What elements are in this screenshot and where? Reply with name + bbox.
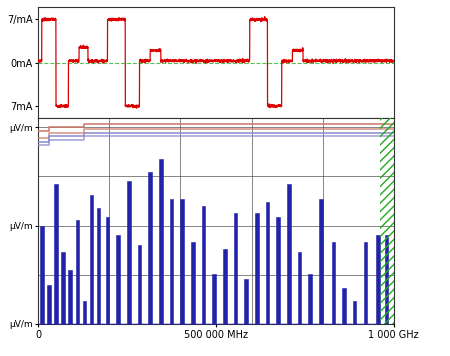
Bar — [68, 270, 72, 324]
Bar — [255, 213, 259, 324]
Bar — [90, 195, 93, 324]
Bar — [287, 184, 291, 324]
Bar — [379, 118, 394, 324]
Bar — [298, 252, 302, 324]
Bar — [212, 274, 216, 324]
Bar — [353, 301, 356, 324]
Bar — [244, 279, 248, 324]
Bar — [234, 213, 237, 324]
Bar — [159, 159, 163, 324]
Bar — [376, 235, 379, 324]
Bar — [332, 242, 335, 324]
Bar — [276, 217, 280, 324]
Bar — [202, 206, 205, 324]
Bar — [97, 208, 100, 324]
Bar — [308, 274, 312, 324]
Bar — [180, 199, 184, 324]
Bar — [191, 242, 195, 324]
Bar — [40, 226, 44, 324]
Bar — [127, 181, 130, 324]
Text: 100 ns: 100 ns — [359, 138, 394, 148]
Bar — [83, 301, 86, 324]
Bar — [364, 242, 367, 324]
Bar — [76, 220, 79, 324]
Bar — [319, 199, 323, 324]
Bar — [342, 288, 346, 324]
Bar — [266, 202, 269, 324]
Bar — [61, 252, 65, 324]
Bar — [138, 245, 141, 324]
Bar — [385, 235, 388, 324]
Bar — [223, 249, 227, 324]
Bar — [117, 235, 120, 324]
Bar — [148, 172, 152, 324]
Text: 0 ns: 0 ns — [38, 138, 60, 148]
Bar — [54, 184, 58, 324]
Bar — [170, 199, 173, 324]
Bar — [106, 217, 109, 324]
Bar — [47, 284, 51, 324]
